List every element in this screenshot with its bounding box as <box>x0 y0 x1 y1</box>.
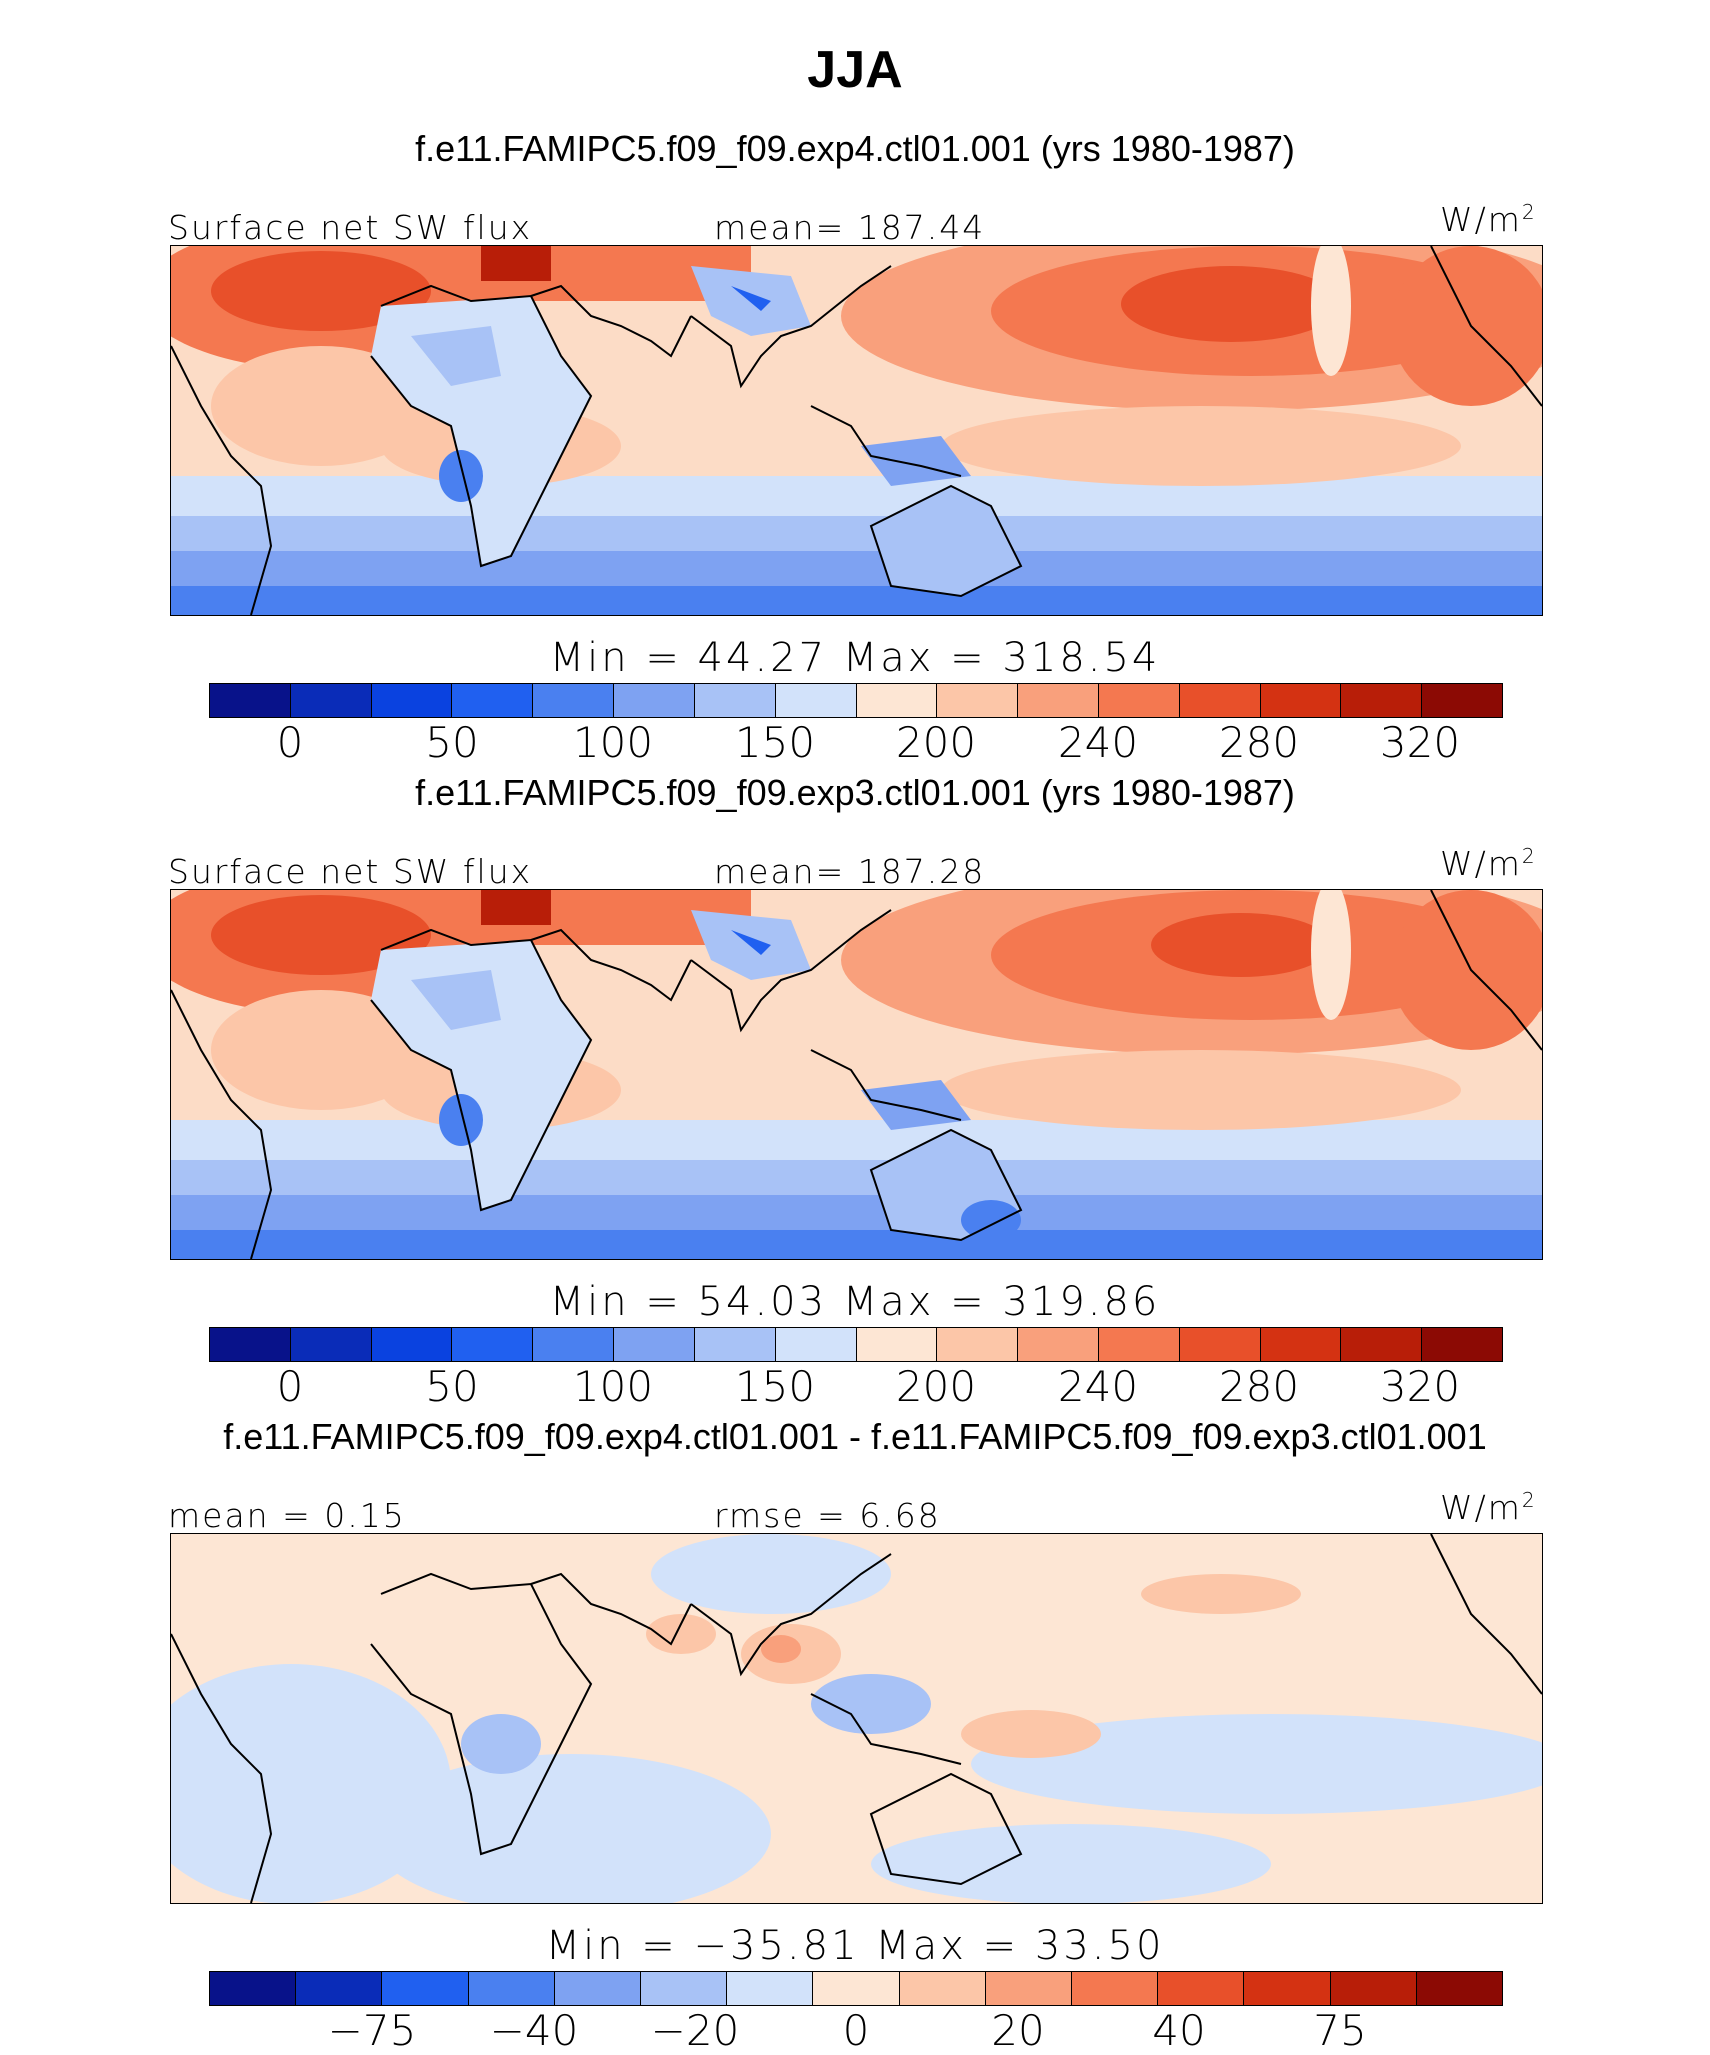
panel-1-tick: 280 <box>1218 718 1300 767</box>
panel-3-tick: −20 <box>650 2006 740 2055</box>
figure-title: JJA <box>807 41 903 99</box>
panel-2-tick: 200 <box>895 1362 977 1411</box>
panel-3-colorbar <box>209 1971 1503 2006</box>
panel-3-tick: −40 <box>489 2006 579 2055</box>
panel-1-tick: 0 <box>276 718 304 767</box>
panel-1-tick: 150 <box>734 718 816 767</box>
panel-3-units: W/m2 <box>1440 1488 1537 1527</box>
panel-2-tick: 0 <box>276 1362 304 1411</box>
panel-1-tick: 100 <box>572 718 654 767</box>
panel-2-minmax: Min = 54.03 Max = 319.86 <box>549 1279 1161 1325</box>
panel-2-tick: 280 <box>1218 1362 1300 1411</box>
panel-1-tick: 50 <box>425 718 479 767</box>
panel-1-mean-label: mean= 187.44 <box>714 208 986 247</box>
panel-1-units: W/m2 <box>1440 200 1537 239</box>
panel-2-units: W/m2 <box>1440 844 1537 883</box>
panel-1-case-title: f.e11.FAMIPC5.f09_f09.exp4.ctl01.001 (yr… <box>415 128 1295 169</box>
panel-2-map <box>170 889 1543 1260</box>
panel-2-tick: 150 <box>734 1362 816 1411</box>
panel-2-tick: 50 <box>425 1362 479 1411</box>
panel-3-case-title: f.e11.FAMIPC5.f09_f09.exp4.ctl01.001 - f… <box>223 1416 1487 1457</box>
panel-3-tick: 40 <box>1152 2006 1206 2055</box>
panel-2-tick: 100 <box>572 1362 654 1411</box>
panel-1-tick: 320 <box>1379 718 1461 767</box>
panel-1-tick: 200 <box>895 718 977 767</box>
panel-3-minmax: Min = −35.81 Max = 33.50 <box>545 1923 1165 1969</box>
panel-3-tick: 0 <box>842 2006 870 2055</box>
panel-1-tick: 240 <box>1057 718 1139 767</box>
panel-2-variable-label: Surface net SW flux <box>168 852 533 891</box>
panel-1-map <box>170 245 1543 616</box>
panel-2-mean-label: mean= 187.28 <box>714 852 986 891</box>
panel-2-tick: 320 <box>1379 1362 1461 1411</box>
panel-3-tick: 75 <box>1313 2006 1367 2055</box>
panel-2-colorbar <box>209 1327 1503 1362</box>
panel-2-case-title: f.e11.FAMIPC5.f09_f09.exp3.ctl01.001 (yr… <box>415 772 1295 813</box>
panel-2-tick: 240 <box>1057 1362 1139 1411</box>
panel-3-tick: 20 <box>991 2006 1045 2055</box>
panel-3-mean-label: mean = 0.15 <box>168 1496 406 1535</box>
panel-3-map <box>170 1533 1543 1904</box>
panel-3-rmse-label: rmse = 6.68 <box>714 1496 941 1535</box>
panel-1-variable-label: Surface net SW flux <box>168 208 533 247</box>
panel-1-minmax: Min = 44.27 Max = 318.54 <box>549 635 1161 681</box>
panel-1-colorbar <box>209 683 1503 718</box>
panel-3-tick: −75 <box>327 2006 417 2055</box>
